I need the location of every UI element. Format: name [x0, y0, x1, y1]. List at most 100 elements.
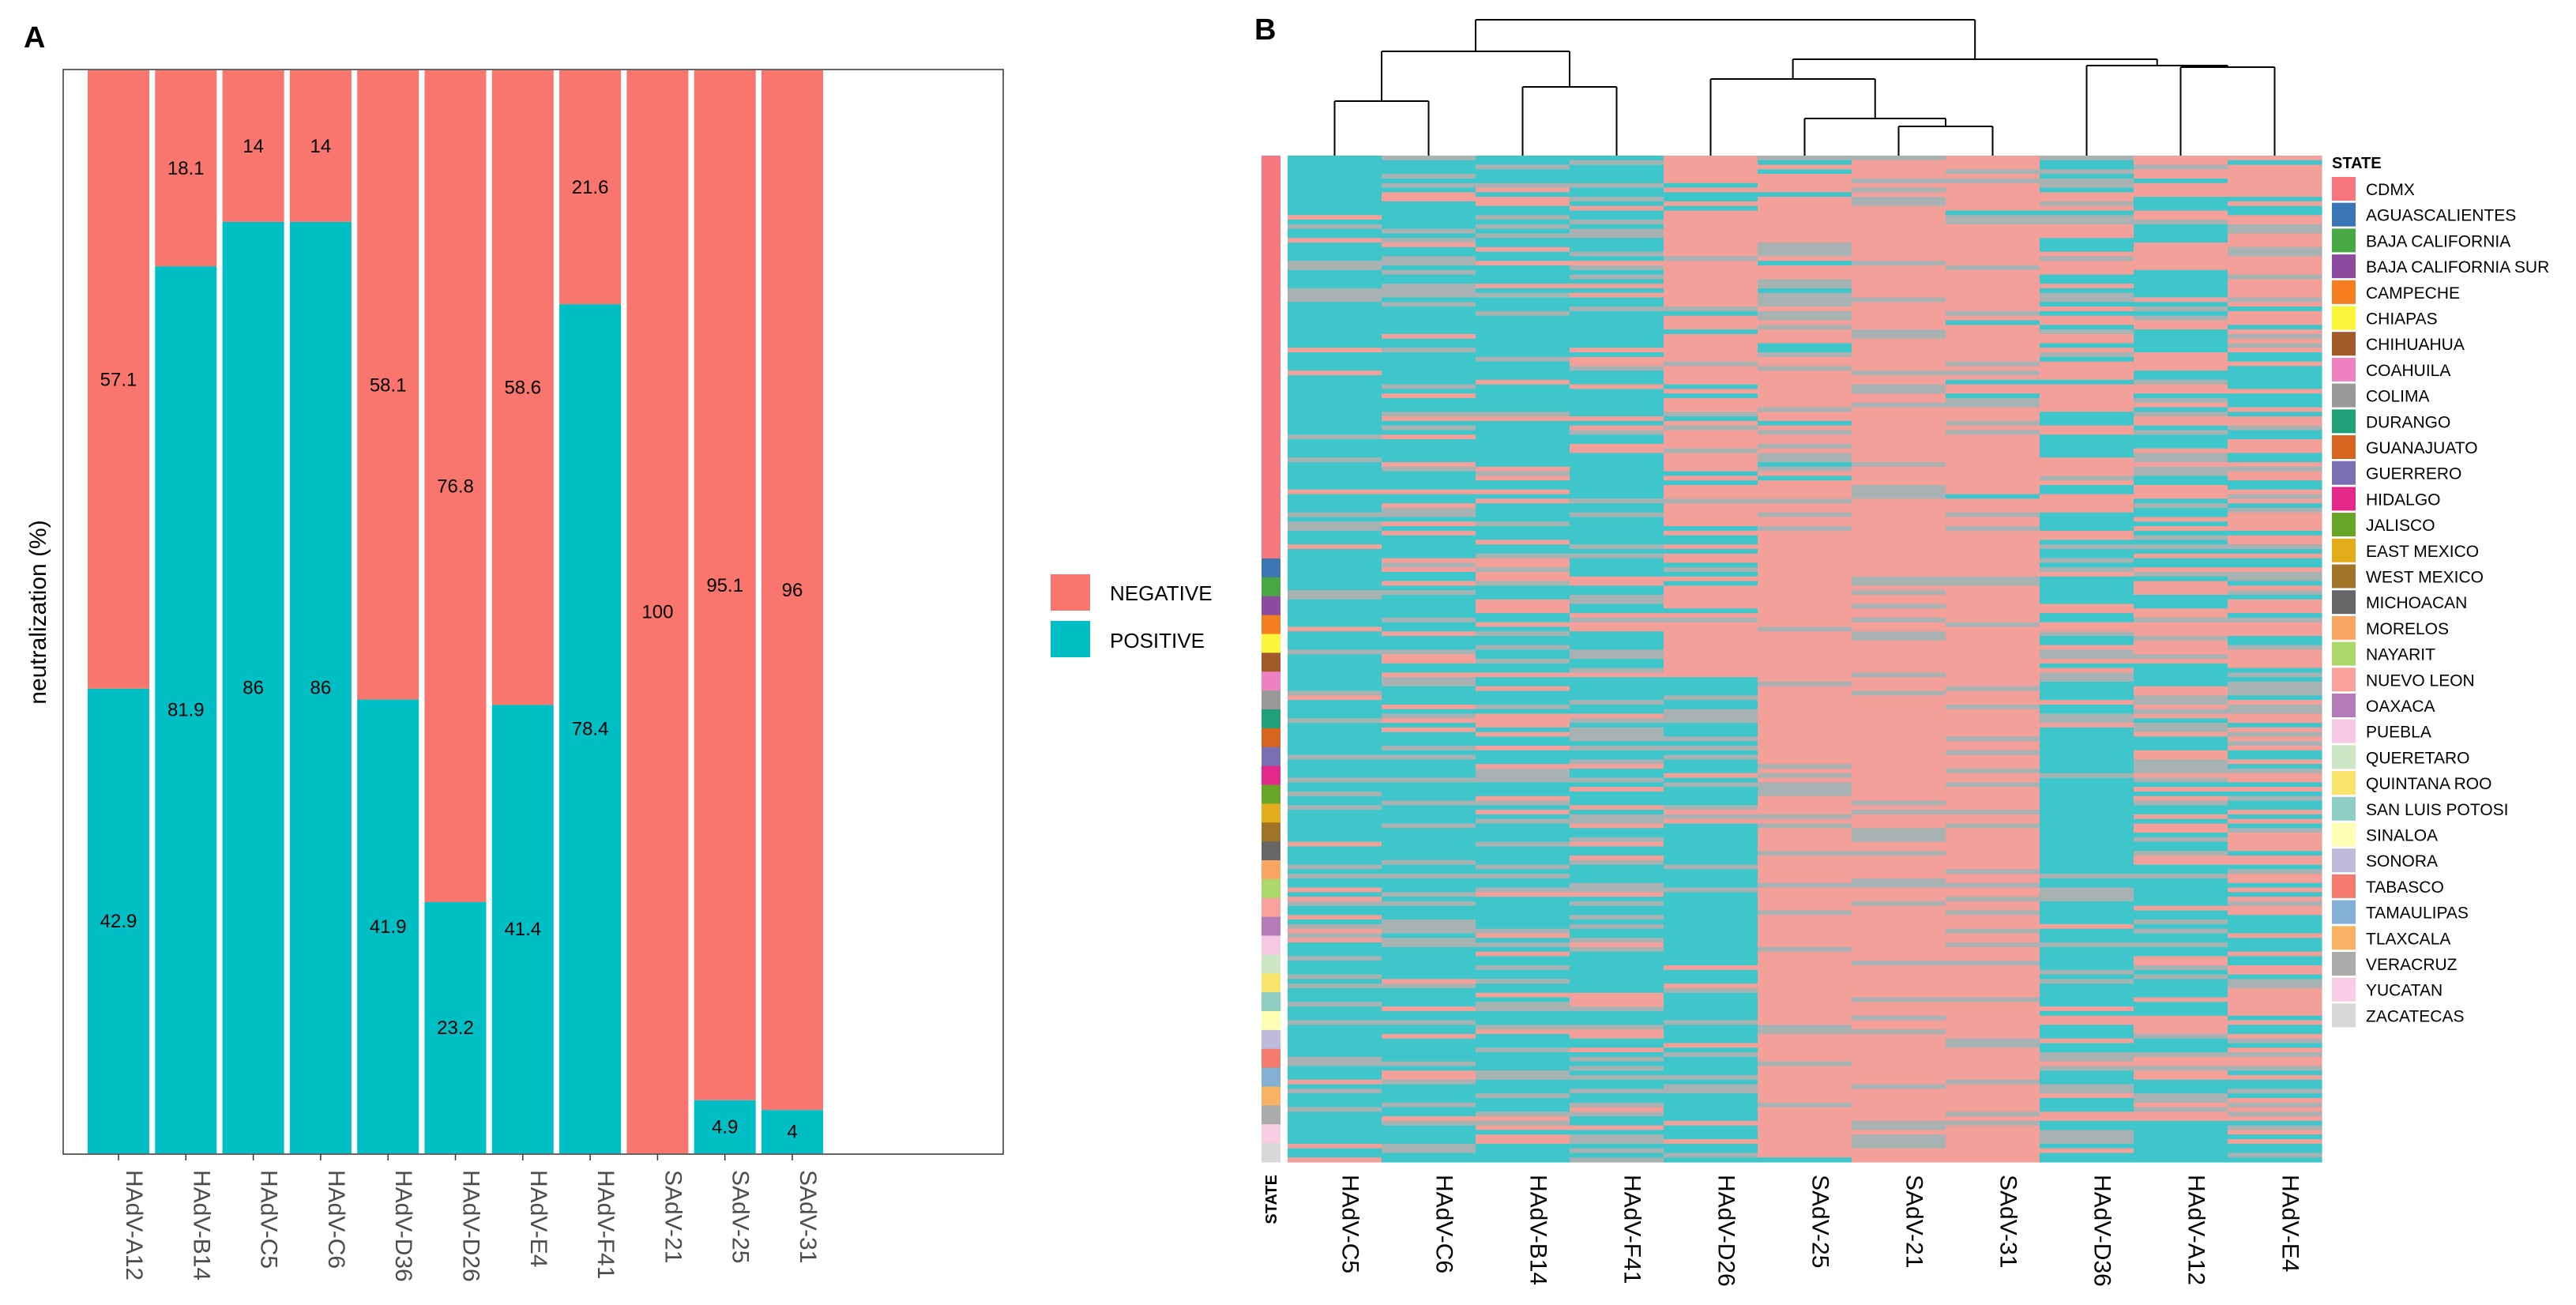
heatmap-cell: [1664, 156, 1758, 161]
heatmap-cell: [1382, 228, 1476, 235]
heatmap-cell: [1852, 741, 1946, 747]
heatmap-cell: [1946, 160, 2040, 166]
heatmap-cell: [1946, 192, 2040, 197]
heatmap-cell: [1476, 503, 1570, 509]
heatmap-cell: [1852, 544, 1946, 550]
heatmap-cell: [2228, 915, 2322, 920]
heatmap-cell: [1476, 1010, 1570, 1017]
heatmap-cell: [1946, 187, 2040, 193]
heatmap-cell: [1664, 489, 1758, 495]
heatmap-cell: [1476, 663, 1570, 669]
heatmap-cell: [1570, 1010, 1664, 1017]
heatmap-cell: [1382, 713, 1476, 719]
heatmap-cell: [2228, 512, 2322, 518]
heatmap-cell: [1664, 983, 1758, 989]
heatmap-cell: [1570, 292, 1664, 299]
heatmap-cell: [1758, 613, 1852, 619]
heatmap-cell: [1852, 768, 1946, 774]
heatmap-cell: [1382, 773, 1476, 779]
heatmap-cell: [2040, 453, 2134, 458]
heatmap-cell: [1382, 818, 1476, 825]
heatmap-cell: [1946, 201, 2040, 207]
heatmap-cell: [2040, 874, 2134, 879]
heatmap-cell: [2040, 923, 2134, 930]
state-legend-label: OAXACA: [2366, 698, 2435, 716]
heatmap-cell: [1288, 961, 1382, 966]
heatmap-cell: [1382, 182, 1476, 189]
heatmap-cell: [1664, 284, 1758, 289]
state-legend-label: TAMAULIPAS: [2366, 904, 2469, 923]
heatmap-cell: [1946, 663, 2040, 669]
bar-label-positive: 4.9: [712, 1116, 738, 1138]
heatmap-cell: [1758, 315, 1852, 322]
heatmap-cell: [2040, 420, 2134, 427]
heatmap-cell: [1288, 453, 1382, 458]
heatmap-cell: [1852, 718, 1946, 724]
heatmap-cell: [2134, 1120, 2228, 1126]
heatmap-cell: [1758, 197, 1852, 202]
heatmap-cell: [1852, 361, 1946, 367]
heatmap-cell: [2228, 389, 2322, 394]
heatmap-cell: [1476, 320, 1570, 325]
heatmap-cell: [1664, 859, 1758, 866]
heatmap-cell: [1946, 393, 2040, 399]
heatmap-cell: [1852, 205, 1946, 212]
heatmap-cell: [1382, 466, 1476, 472]
heatmap-cell: [1946, 1111, 2040, 1117]
state-annotation-block: [1262, 803, 1280, 823]
heatmap-cell: [2228, 489, 2322, 495]
heatmap-cell: [2228, 284, 2322, 289]
heatmap-cell: [1946, 526, 2040, 532]
heatmap-cell: [1758, 759, 1852, 765]
heatmap-cell: [2040, 310, 2134, 317]
heatmap-cell: [2228, 828, 2322, 833]
bar-positive-hadv-a12: [88, 688, 149, 1153]
heatmap-cell: [1570, 736, 1664, 742]
heatmap-cell: [2134, 946, 2228, 953]
heatmap-cell: [1288, 1029, 1382, 1035]
heatmap-cell: [1382, 910, 1476, 916]
heatmap-cell: [1852, 677, 1946, 683]
heatmap-cell: [1946, 608, 2040, 614]
heatmap-cell: [1476, 928, 1570, 935]
heatmap-cell: [1946, 983, 2040, 989]
heatmap-cell: [2228, 1093, 2322, 1099]
heatmap-cell: [1570, 224, 1664, 230]
heatmap-cell: [1758, 837, 1852, 843]
heatmap-cell: [1476, 412, 1570, 417]
heatmap-cell: [1570, 1070, 1664, 1076]
heatmap-cell: [1476, 498, 1570, 504]
heatmap-cell: [1476, 164, 1570, 170]
heatmap-cell: [1476, 571, 1570, 577]
heatmap-cell: [2228, 310, 2322, 317]
bar-label-positive: 78.4: [572, 719, 609, 740]
heatmap-cell: [1664, 480, 1758, 486]
heatmap-cell: [1758, 709, 1852, 715]
heatmap-cell: [2228, 476, 2322, 481]
heatmap-cell: [1664, 887, 1758, 893]
heatmap-cell: [2134, 329, 2228, 335]
heatmap-cell: [1664, 1074, 1758, 1081]
heatmap-cell: [1570, 805, 1664, 810]
heatmap-cell: [1664, 718, 1758, 724]
heatmap-cell: [1664, 974, 1758, 980]
heatmap-cell: [1852, 265, 1946, 271]
heatmap-column-label: HAdV-C6: [1431, 1175, 1457, 1273]
x-tick-label: HAdV-E4: [525, 1170, 551, 1267]
heatmap-cell: [1570, 1116, 1664, 1122]
heatmap-cell: [1382, 1134, 1476, 1140]
heatmap-cell: [2228, 645, 2322, 651]
heatmap-cell: [2134, 979, 2228, 984]
heatmap-cell: [1946, 645, 2040, 651]
heatmap-cell: [1288, 695, 1382, 701]
heatmap-cell: [1288, 393, 1382, 399]
heatmap-cell: [1570, 507, 1664, 513]
bar-label-negative: 95.1: [706, 575, 743, 596]
heatmap-cell: [1382, 567, 1476, 573]
heatmap-cell: [1758, 307, 1852, 312]
heatmap-cell: [2134, 723, 2228, 728]
heatmap-cell: [1946, 823, 2040, 829]
heatmap-cell: [1476, 920, 1570, 925]
heatmap-cell: [1288, 856, 1382, 861]
heatmap-cell: [2228, 220, 2322, 225]
